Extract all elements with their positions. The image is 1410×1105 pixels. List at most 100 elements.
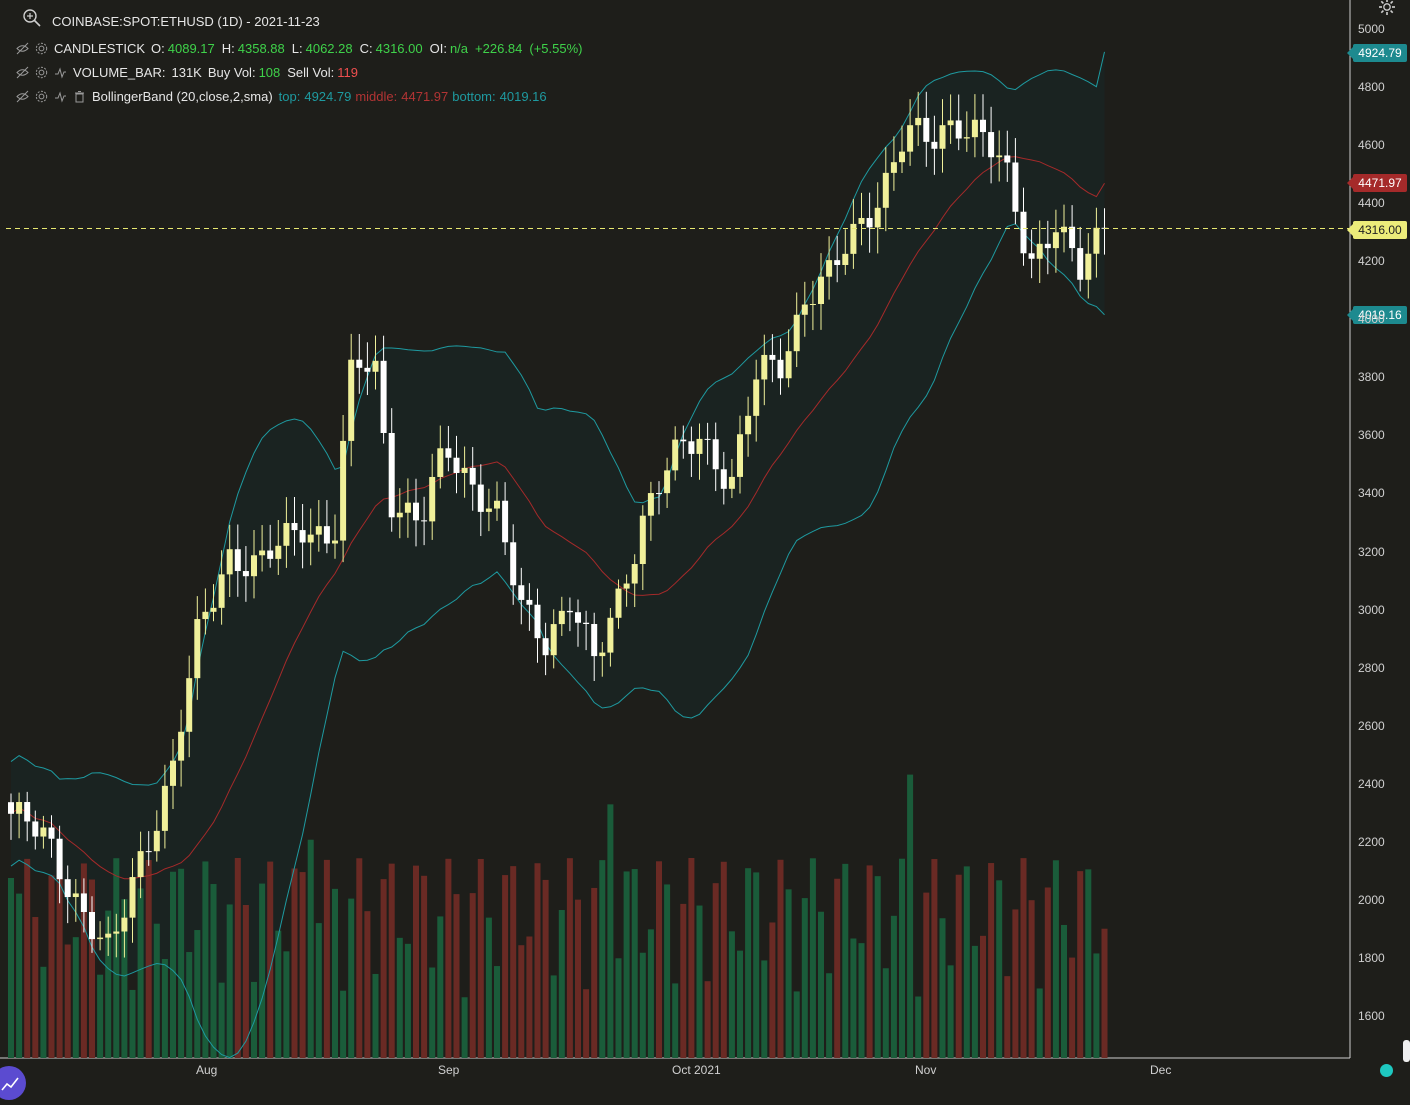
visibility-toggle-icon[interactable] xyxy=(16,42,29,55)
visibility-toggle-icon[interactable] xyxy=(16,90,29,103)
sell-vol-label: Sell Vol: xyxy=(287,65,335,80)
candle-body xyxy=(1004,155,1011,163)
volume-bar xyxy=(939,918,946,1058)
candle-body xyxy=(858,218,865,224)
volume-bar xyxy=(323,859,330,1058)
volume-bar xyxy=(737,950,743,1058)
candle-body xyxy=(364,367,371,372)
app-logo-icon[interactable] xyxy=(0,1066,26,1100)
settings-gear-icon[interactable] xyxy=(35,66,48,79)
change-value: +226.84 xyxy=(475,41,523,56)
zoom-icon[interactable] xyxy=(22,8,42,28)
candle-body xyxy=(1020,211,1027,254)
candle-body xyxy=(1012,162,1019,212)
volume-bar xyxy=(40,966,47,1058)
volume-bar xyxy=(923,892,930,1058)
x-axis-tick-label: Dec xyxy=(1150,1063,1172,1077)
volume-bar xyxy=(48,875,55,1058)
volume-bar xyxy=(218,982,225,1058)
candle-body xyxy=(704,438,711,440)
volume-bar xyxy=(882,968,889,1058)
candle-body xyxy=(656,493,662,495)
volume-bar xyxy=(801,898,808,1058)
volume-bar xyxy=(931,859,938,1058)
oi-value: n/a xyxy=(449,41,469,56)
volume-bar xyxy=(664,884,671,1058)
trash-icon[interactable] xyxy=(73,90,86,103)
volume-bar xyxy=(971,945,978,1058)
candle-body xyxy=(64,879,71,898)
candle-body xyxy=(526,599,533,605)
volume-bar xyxy=(8,878,14,1058)
volume-bar xyxy=(153,923,160,1058)
candle-body xyxy=(672,439,679,471)
candle-body xyxy=(372,360,379,372)
volume-bar xyxy=(178,868,185,1058)
chart-title: COINBASE:SPOT:ETHUSD (1D) - 2021-11-23 xyxy=(52,14,320,29)
candle-body xyxy=(680,439,687,442)
candle-body xyxy=(72,893,79,898)
candle-body xyxy=(170,760,176,786)
visibility-toggle-icon[interactable] xyxy=(16,66,29,79)
candle-body xyxy=(1085,253,1092,280)
volume-bar xyxy=(210,884,217,1058)
y-axis-tick-label: 2000 xyxy=(1358,892,1385,907)
candle-body xyxy=(485,508,492,512)
y-axis-tick-label: 2600 xyxy=(1358,718,1385,733)
candle-body xyxy=(348,359,355,441)
candle-body xyxy=(469,467,476,485)
legend-row-candlestick: CANDLESTICK O: 4089.17 H: 4358.88 L: 4062.2… xyxy=(16,41,590,56)
candle-body xyxy=(1093,227,1100,254)
volume-bar xyxy=(502,875,509,1058)
candle-body xyxy=(315,526,322,535)
indicator-line-icon xyxy=(54,66,67,79)
candle-body xyxy=(769,354,776,360)
volume-bar xyxy=(226,904,233,1058)
volume-bar xyxy=(607,804,614,1058)
volume-bar xyxy=(89,879,95,1058)
candle-body xyxy=(737,434,743,477)
volume-bar xyxy=(388,863,395,1058)
candle-body xyxy=(971,119,978,138)
volume-bar xyxy=(1020,858,1027,1058)
candle-body xyxy=(40,827,47,837)
candle-body xyxy=(939,125,946,149)
volume-bar xyxy=(461,997,468,1058)
candle-body xyxy=(1069,226,1076,249)
candle-body xyxy=(1028,253,1035,259)
volume-bar xyxy=(793,991,800,1058)
volume-bar xyxy=(720,861,727,1058)
candle-body xyxy=(494,500,500,509)
volume-bar xyxy=(1036,988,1043,1058)
volume-bar xyxy=(469,893,476,1058)
candle-body xyxy=(842,253,849,265)
candle-body xyxy=(194,619,201,679)
volume-bar xyxy=(251,981,257,1058)
volume-bar xyxy=(113,858,120,1058)
bb-bottom-value: 4019.16 xyxy=(499,89,547,104)
candle-body xyxy=(113,931,120,934)
volume-bar xyxy=(631,869,638,1058)
volume-bar xyxy=(121,899,128,1058)
candle-body xyxy=(818,276,824,305)
candle-body xyxy=(866,218,873,228)
bb-middle-label: middle: xyxy=(355,89,398,104)
volume-bar xyxy=(1101,928,1108,1058)
candle-body xyxy=(421,520,428,522)
scroll-handle[interactable] xyxy=(1403,1040,1410,1062)
volume-bar xyxy=(56,865,63,1058)
volume-bar xyxy=(16,893,23,1058)
settings-gear-icon[interactable] xyxy=(1378,0,1396,16)
volume-bar xyxy=(170,871,176,1058)
volume-bar xyxy=(947,965,954,1058)
settings-gear-icon[interactable] xyxy=(35,90,48,103)
settings-gear-icon[interactable] xyxy=(35,42,48,55)
candle-body xyxy=(145,851,152,853)
legend-row-volume: VOLUME_BAR: 131K Buy Vol: 108 Sell Vol: 11… xyxy=(16,65,365,80)
candle-body xyxy=(558,610,565,625)
candle-body xyxy=(404,502,411,513)
candle-body xyxy=(340,440,347,541)
candle-body xyxy=(48,827,55,839)
y-axis-tick-label: 4600 xyxy=(1358,138,1385,153)
